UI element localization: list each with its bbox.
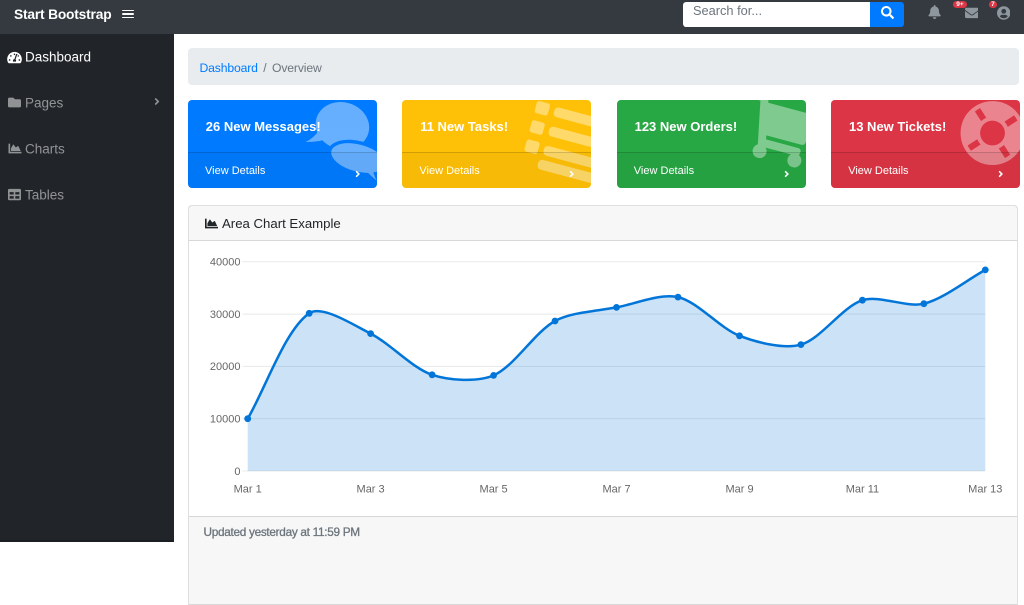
svg-text:30000: 30000 xyxy=(210,309,241,321)
svg-text:20000: 20000 xyxy=(210,361,241,373)
svg-text:Mar 9: Mar 9 xyxy=(725,483,753,495)
svg-text:0: 0 xyxy=(234,466,240,478)
svg-text:Mar 11: Mar 11 xyxy=(846,483,879,495)
svg-text:Mar 3: Mar 3 xyxy=(357,483,385,495)
svg-text:Mar 13: Mar 13 xyxy=(968,483,1002,495)
svg-text:10000: 10000 xyxy=(210,414,241,426)
svg-text:Mar 5: Mar 5 xyxy=(480,483,508,495)
svg-text:Mar 1: Mar 1 xyxy=(234,483,262,495)
svg-text:Mar 7: Mar 7 xyxy=(602,483,630,495)
svg-text:40000: 40000 xyxy=(210,257,241,269)
